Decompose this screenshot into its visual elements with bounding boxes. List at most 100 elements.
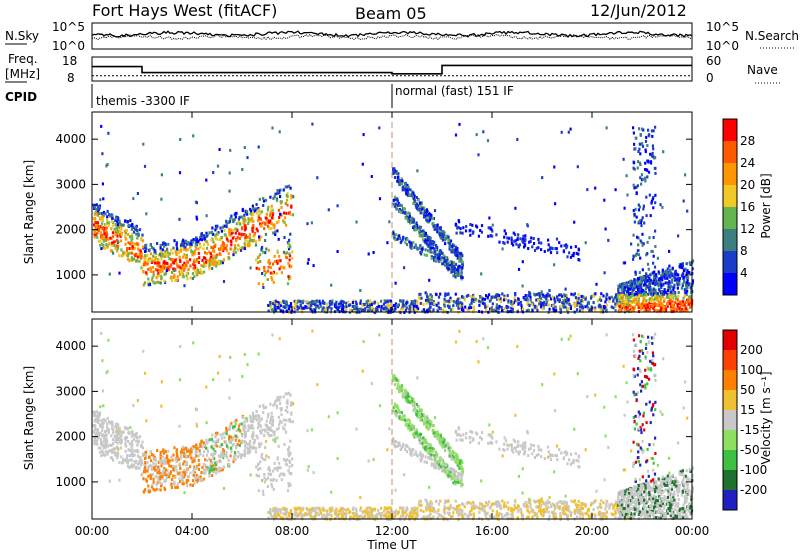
power-echo	[412, 225, 415, 229]
power-echo	[252, 210, 255, 214]
power-echo	[287, 307, 291, 311]
velocity-echo	[211, 433, 214, 437]
power-echo	[634, 272, 637, 276]
velocity-echo	[183, 491, 186, 495]
power-echo	[558, 293, 561, 297]
power-echo	[448, 306, 451, 310]
power-echo	[125, 229, 129, 232]
power-echo	[631, 291, 634, 295]
power-echo	[408, 212, 411, 216]
power-echo	[502, 298, 506, 302]
power-echo	[410, 246, 413, 250]
power-echo	[647, 298, 650, 302]
power-echo	[480, 224, 484, 228]
power-echo	[228, 233, 231, 237]
colorbar-swatch	[723, 207, 737, 229]
velocity-echo	[272, 477, 275, 481]
power-echo	[275, 272, 278, 275]
power-echo	[399, 311, 402, 315]
power-echo	[462, 226, 465, 230]
power-echo	[485, 308, 488, 312]
velocity-echo	[310, 428, 313, 432]
power-echo	[113, 227, 116, 231]
power-echo	[375, 308, 378, 311]
velocity-echo	[286, 489, 290, 493]
power-echo	[547, 238, 550, 242]
power-echo	[392, 231, 395, 235]
power-echo	[409, 308, 412, 312]
power-echo	[680, 286, 683, 290]
power-echo	[175, 243, 178, 247]
power-echo	[294, 304, 297, 308]
power-echo	[654, 245, 657, 248]
power-echo	[451, 243, 454, 246]
power-echo	[243, 224, 246, 228]
power-echo	[228, 171, 231, 175]
power-echo	[614, 295, 617, 299]
velocity-echo	[111, 448, 114, 452]
power-echo	[172, 267, 175, 271]
power-echo	[596, 299, 599, 303]
power-echo	[182, 255, 185, 259]
velocity-echo	[102, 404, 105, 408]
power-echo	[490, 227, 493, 231]
power-echo	[164, 272, 168, 275]
velocity-echo	[262, 411, 265, 414]
velocity-echo	[169, 472, 172, 476]
power-echo	[313, 308, 317, 312]
power-echo	[581, 295, 585, 299]
power-echo	[681, 265, 684, 269]
power-echo	[676, 295, 680, 299]
velocity-echo	[267, 431, 270, 435]
power-echo	[686, 209, 689, 213]
power-echo	[686, 289, 689, 293]
power-echo	[142, 270, 145, 274]
velocity-echo	[232, 425, 235, 429]
velocity-echo	[270, 415, 273, 419]
velocity-echo	[185, 446, 188, 450]
power-echo	[386, 241, 389, 245]
power-echo	[175, 252, 178, 256]
power-echo	[120, 231, 123, 235]
power-echo	[363, 308, 366, 312]
power-echo	[683, 289, 686, 293]
power-echo	[641, 293, 645, 297]
power-echo	[383, 299, 386, 303]
velocity-echo	[221, 452, 224, 456]
power-echo	[541, 301, 544, 305]
power-echo	[217, 231, 220, 235]
velocity-echo	[229, 426, 232, 430]
power-echo	[652, 290, 655, 294]
velocity-echo	[108, 449, 111, 453]
velocity-echo	[101, 359, 104, 363]
power-echo	[211, 254, 214, 258]
power-echo	[658, 296, 661, 300]
power-echo	[618, 295, 621, 299]
power-echo	[638, 127, 641, 131]
power-echo	[365, 300, 368, 304]
velocity-echo	[141, 446, 144, 450]
power-echo	[211, 261, 214, 265]
power-echo	[517, 244, 520, 248]
power-echo	[405, 243, 409, 247]
velocity-echo	[183, 469, 186, 472]
velocity-echo	[576, 372, 579, 376]
power-echo	[244, 237, 247, 241]
power-echo	[355, 220, 358, 224]
power-echo	[443, 304, 446, 308]
velocity-echo	[272, 487, 275, 491]
velocity-echo	[98, 433, 101, 437]
power-echo	[554, 202, 557, 206]
power-echo	[416, 305, 419, 309]
power-echo	[204, 260, 207, 264]
power-echo	[279, 304, 282, 307]
velocity-echo	[155, 483, 158, 487]
velocity-echo	[274, 440, 277, 443]
power-echo	[272, 223, 275, 227]
power-echo	[378, 126, 381, 130]
power-echo	[202, 234, 205, 238]
power-echo	[674, 270, 677, 274]
power-echo	[107, 237, 110, 241]
power-echo	[665, 269, 668, 273]
power-echo	[685, 307, 688, 311]
